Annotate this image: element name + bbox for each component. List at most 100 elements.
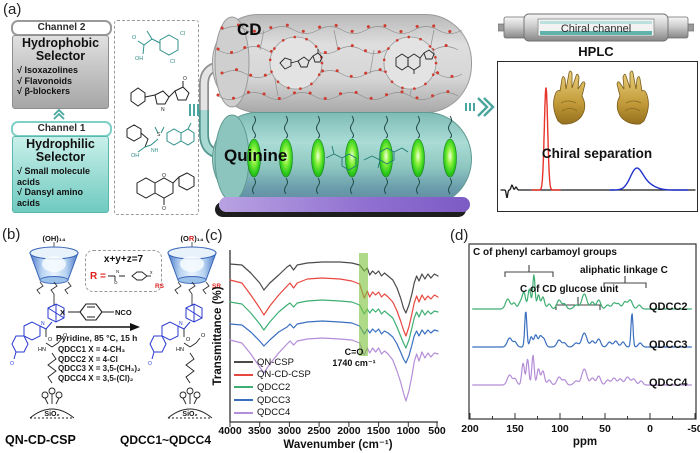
legend-line-qdcc4 — [234, 411, 253, 414]
ir-y-axis-label: Transmittance (%) — [212, 286, 224, 386]
nmr-plot — [472, 274, 692, 386]
svg-text:SR: SR — [212, 283, 221, 290]
svg-text:O: O — [132, 35, 137, 41]
hydrophobic-item-1: √ Isoxazolines — [17, 65, 78, 75]
svg-text:O: O — [10, 361, 14, 367]
svg-text:HN: HN — [176, 347, 184, 353]
ir-axes — [229, 250, 438, 427]
hydrophobic-title-1: Hydrophobic — [21, 36, 100, 50]
svg-text:O: O — [183, 76, 187, 82]
hydrophobic-item-2: √ Flavonoids — [17, 75, 72, 86]
chromatogram-plot — [500, 87, 696, 199]
svg-text:N: N — [179, 321, 183, 327]
ir-plot — [229, 261, 439, 402]
svg-text:N: N — [41, 321, 45, 327]
nmr-axes — [468, 243, 697, 420]
svg-text:HN: HN — [38, 347, 46, 353]
nmr-tick-150: 150 — [506, 423, 524, 435]
legend-label-qn-cd-csp: QN-CD-CSP — [257, 369, 311, 381]
variant-3: QDCC3 X = 3,5-(CH₃)₂ — [58, 364, 141, 374]
svg-text:x: x — [150, 270, 153, 276]
co-annotation-1: C=O — [344, 347, 364, 357]
svg-text:SiO₂: SiO₂ — [44, 411, 59, 418]
hydrophobic-item-3: √ β-blockers — [17, 86, 70, 96]
hands-icon — [553, 70, 649, 125]
variant-1: QDCC1 X = 4-CH₃ — [58, 345, 126, 354]
ir-tick-2000: 2000 — [337, 425, 361, 437]
qdcc-variant-list: QDCC1 X = 4-CH₃ QDCC2 X = 4-Cl QDCC3 X =… — [58, 345, 141, 383]
support-base — [219, 197, 470, 212]
hplc-column: Chiral channel — [498, 13, 694, 42]
variant-4: QDCC4 X = 3,5-(Cl)₂ — [58, 373, 134, 383]
legend-label-qn-csp: QN-CSP — [257, 356, 294, 368]
svg-text:OH: OH — [135, 56, 143, 62]
panel-b-label: (b) — [2, 226, 21, 243]
reaction-arrow — [56, 323, 140, 331]
r-group-formula-box: x+y+z=7 R = O N x — [85, 250, 162, 292]
ir-tick-3500: 3500 — [248, 425, 272, 437]
variant-2: QDCC2 X = 4-Cl — [58, 354, 118, 364]
svg-text:Cl: Cl — [170, 59, 175, 65]
svg-text:NCO: NCO — [115, 308, 132, 317]
chiral-channel-label: Chiral channel — [561, 23, 631, 35]
hydrophobic-selector-box: Hydrophobic Selector √ Isoxazolines √ Fl… — [12, 35, 109, 109]
ir-tick-3000: 3000 — [277, 425, 302, 437]
hydrophilic-selector-box: Hydrophilic Selector √ Small molecule ac… — [12, 136, 109, 213]
panel-d-label: (d) — [450, 227, 469, 244]
nmr-ann-aliphatic: aliphatic linkage C — [580, 265, 668, 276]
analyte-structures-box: Cl Cl O OH N O — [114, 20, 199, 215]
ir-tick-500: 500 — [428, 425, 446, 437]
svg-text:(OR)₁₄: (OR)₁₄ — [181, 234, 204, 243]
co-highlight-band — [359, 253, 368, 356]
analyte-structure-phenoxy-acid: Cl Cl O OH — [132, 30, 185, 65]
flow-arrow-icon — [465, 97, 495, 117]
svg-text:Cl: Cl — [180, 31, 185, 37]
nmr-tick-100: 100 — [551, 423, 569, 435]
analyte-structure-flavanone: O O — [136, 172, 195, 211]
reaction-conditions: Pyridine, 85 °C, 15 h — [56, 333, 138, 343]
r-group-structure: O N x — [107, 269, 153, 285]
co-annotation-2: 1740 cm⁻¹ — [332, 358, 376, 368]
ir-tick-1500: 1500 — [366, 425, 391, 437]
left-product-name: QN-CD-CSP — [5, 433, 76, 447]
channel2-title: Channel 2 — [11, 20, 112, 36]
chromatogram-box: Chiral separation — [497, 61, 698, 212]
svg-text:SiO₂: SiO₂ — [182, 411, 197, 418]
legend-line-qn-cd-csp — [234, 373, 253, 376]
svg-text:RS: RS — [155, 283, 165, 290]
upgrade-arrow-icon — [53, 109, 65, 120]
hydrophobic-title-2: Selector — [35, 49, 86, 63]
hydrophilic-title-1: Hydrophilic — [26, 137, 95, 151]
analyte-structure-dansyl: OH NH S — [126, 122, 195, 159]
hydrophilic-item-1: √ Small molecule acids — [17, 166, 90, 187]
ir-tick-4000: 4000 — [218, 425, 242, 437]
quinine-label: Quinine — [224, 146, 288, 165]
svg-text:N: N — [116, 269, 119, 274]
qn-cd-csp-structure: (OH)₁₄ N O O — [10, 234, 79, 419]
legend-label-qdcc4: QDCC4 — [257, 407, 291, 419]
svg-text:OH: OH — [131, 153, 139, 159]
nmr-tick-200: 200 — [461, 423, 479, 435]
svg-text:O: O — [201, 333, 206, 339]
channel1-title: Channel 1 — [11, 121, 112, 137]
panel-a-label: (a) — [3, 1, 22, 18]
ir-tick-2500: 2500 — [307, 425, 331, 437]
hydrophilic-title-2: Selector — [35, 150, 86, 164]
svg-text:O: O — [63, 333, 68, 339]
sum-formula: x+y+z=7 — [103, 254, 144, 265]
legend-line-qdcc2 — [234, 386, 253, 389]
legend-label-qdcc2: QDCC2 — [257, 381, 291, 393]
svg-text:N: N — [161, 107, 165, 113]
nmr-label-qdcc3: QDCC3 — [649, 339, 688, 351]
cd-network-decor — [214, 16, 464, 108]
svg-text:O: O — [114, 280, 118, 285]
svg-text:O: O — [148, 361, 152, 367]
right-product-name: QDCC1~QDCC4 — [120, 433, 212, 447]
svg-text:O: O — [162, 173, 166, 179]
nmr-tick-m50: -50 — [687, 423, 700, 435]
nmr-x-axis-label: ppm — [572, 436, 598, 448]
chiral-separation-caption: Chiral separation — [541, 146, 653, 161]
svg-text:X: X — [60, 308, 65, 317]
svg-text:O: O — [162, 206, 166, 211]
